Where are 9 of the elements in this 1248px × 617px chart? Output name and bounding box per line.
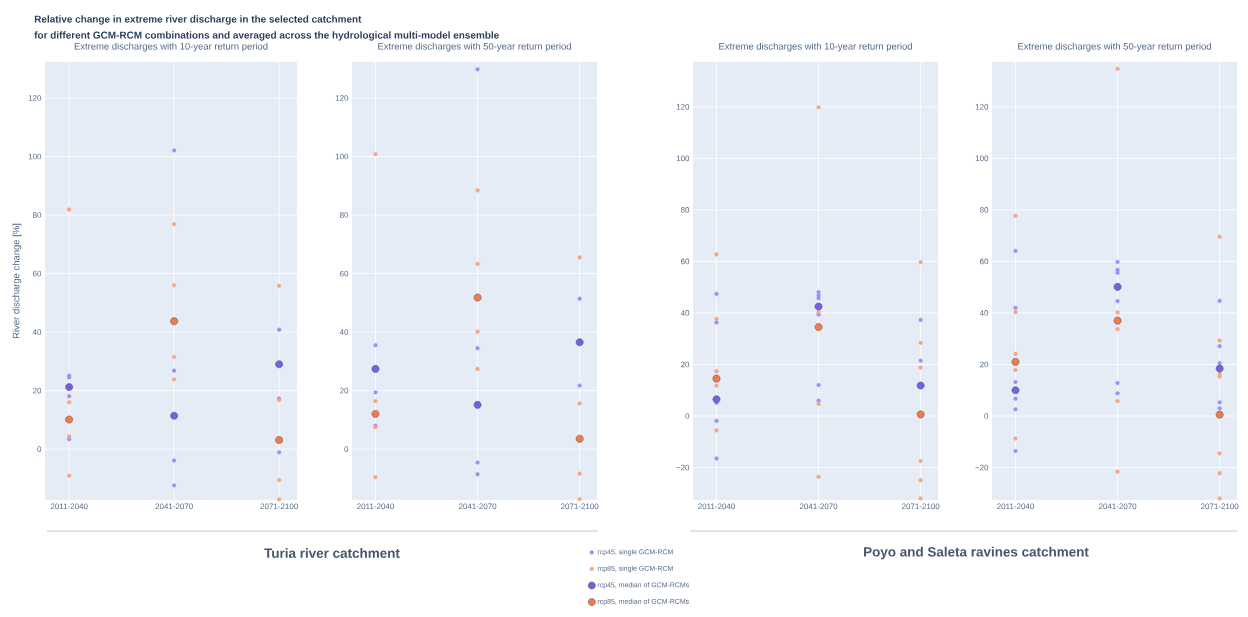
chart-title: Extreme discharges with 10-year return period [719, 42, 912, 52]
y-axis-title: River discharge change [%] [12, 223, 22, 339]
text: for different GCM-RCM combinations and averaged across the hydrological multi-model ensemble [34, 31, 499, 41]
chart-title: Extreme discharges with 50-year return period [1018, 42, 1211, 52]
text: Turia river catchment [264, 548, 400, 558]
chart-title: Extreme discharges with 10-year return period [74, 42, 268, 52]
text: Relative change in extreme river discharge in the selected catchment [34, 15, 362, 25]
chart-title: Extreme discharges with 50-year return period [378, 42, 571, 52]
text: Poyo and Saleta ravines catchment [864, 546, 1089, 560]
